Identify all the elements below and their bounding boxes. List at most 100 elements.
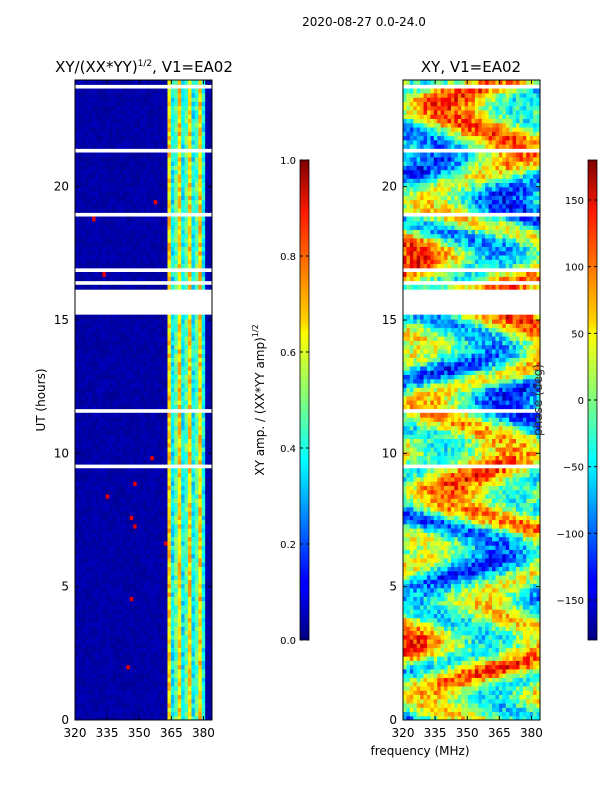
heatmap-cell [92,374,97,380]
heatmap-cell [194,694,199,700]
heatmap-cell [150,711,155,717]
heatmap-cell [194,481,199,486]
heatmap-cell [170,318,175,324]
heatmap-cell [140,190,145,196]
heatmap-cell [122,626,127,631]
heatmap-cell [208,446,212,452]
heatmap-cell [146,664,151,670]
heatmap-cell [174,600,179,606]
heatmap-cell [95,284,100,290]
heatmap-cell [109,216,114,222]
heatmap-cell [116,455,121,461]
heatmap-cell [208,651,212,657]
heatmap-cell [122,523,127,529]
heatmap-cell [92,715,97,720]
heatmap-cell [126,144,131,149]
heatmap-cell [92,587,97,593]
heatmap-cell [201,562,206,567]
heatmap-cell [157,438,162,444]
heatmap-cell [198,540,203,546]
heatmap-cell [75,685,80,691]
heatmap-cell [88,237,93,243]
heatmap-cell [133,626,138,631]
heatmap-cell [105,647,110,653]
heatmap-cell [198,647,203,653]
heatmap-cell [129,318,134,324]
heatmap-cell [150,481,155,486]
heatmap-cell [164,331,169,337]
heatmap-cell [126,178,131,183]
heatmap-cell [170,677,175,683]
heatmap-cell [109,225,114,230]
heatmap-cell [160,664,165,670]
heatmap-cell [78,331,83,337]
heatmap-cell [95,327,100,333]
heatmap-cell [119,242,124,247]
heatmap-cell [116,284,121,290]
heatmap-cell [174,229,179,235]
heatmap-cell [208,438,212,444]
heatmap-cell [201,344,206,350]
heatmap-cell [105,374,110,380]
heatmap-cell [205,630,210,636]
heatmap-cell [140,455,145,461]
heatmap-cell [157,199,162,205]
heatmap-cell [194,634,199,640]
heatmap-cell [109,536,114,542]
heatmap-cell [129,353,134,358]
heatmap-cell [102,643,107,649]
heatmap-cell [112,357,117,363]
heatmap-cell [198,651,203,657]
heatmap-cell [92,331,97,337]
heatmap-cell [95,361,100,367]
heatmap-cell [75,519,80,525]
heatmap-cell [92,434,97,439]
heatmap-cell [146,634,151,640]
heatmap-cell [95,583,100,589]
heatmap-cell [153,634,158,640]
heatmap-cell [164,634,169,640]
heatmap-cell [205,284,210,290]
heatmap-cell [116,698,121,704]
heatmap-cell [177,370,182,375]
heatmap-cell [188,596,193,602]
heatmap-cell [170,272,175,277]
heatmap-cell [81,656,86,661]
heatmap-cell [109,169,114,175]
heatmap-cell [160,587,165,593]
heatmap-cell [95,382,100,388]
heatmap-cell [153,493,158,499]
heatmap-cell [143,387,148,393]
heatmap-cell [160,178,165,183]
heatmap-cell [146,225,151,230]
heatmap-cell [194,190,199,196]
heatmap-cell [75,579,80,585]
heatmap-cell [194,485,199,491]
heatmap-cell [194,592,199,597]
heatmap-cell [129,707,134,713]
heatmap-cell [170,519,175,525]
heatmap-cell [143,169,148,175]
heatmap-cell [181,378,186,384]
heatmap-cell [126,476,131,482]
heatmap-cell [102,528,107,533]
heatmap-cell [181,190,186,196]
heatmap-cell [105,545,110,550]
heatmap-cell [75,434,80,439]
heatmap-cell [88,549,93,555]
heatmap-cell [181,353,186,358]
heatmap-cell [205,660,210,666]
heatmap-cell [157,323,162,329]
heatmap-cell [157,506,162,512]
heatmap-cell [140,254,145,260]
heatmap-cell [95,702,100,708]
heatmap-cell [129,570,134,576]
heatmap-cell [133,630,138,636]
heatmap-cell [188,528,193,533]
heatmap-cell [105,677,110,683]
heatmap-cell [129,340,134,346]
heatmap-cell [88,182,93,188]
heatmap-cell [140,681,145,687]
heatmap-cell [81,617,86,623]
heatmap-cell [136,378,141,384]
